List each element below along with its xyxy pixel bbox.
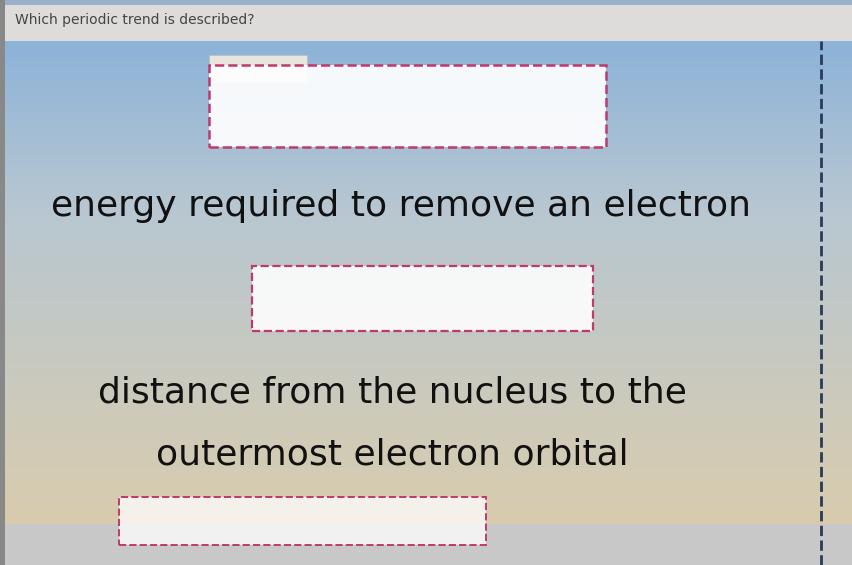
Bar [119, 497, 486, 545]
Bar [0, 0, 852, 5]
Bar [0, 0, 852, 41]
Text: distance from the nucleus to the: distance from the nucleus to the [98, 376, 686, 410]
Bar [209, 55, 307, 82]
Bar [251, 266, 592, 331]
Text: outermost electron orbital: outermost electron orbital [156, 438, 628, 472]
Bar [209, 65, 605, 147]
Bar [251, 266, 592, 331]
Text: energy required to remove an electron: energy required to remove an electron [51, 189, 750, 223]
Text: Which periodic trend is described?: Which periodic trend is described? [15, 14, 255, 27]
Bar [209, 65, 605, 147]
Bar [119, 497, 486, 545]
Bar [0, 0, 5, 565]
